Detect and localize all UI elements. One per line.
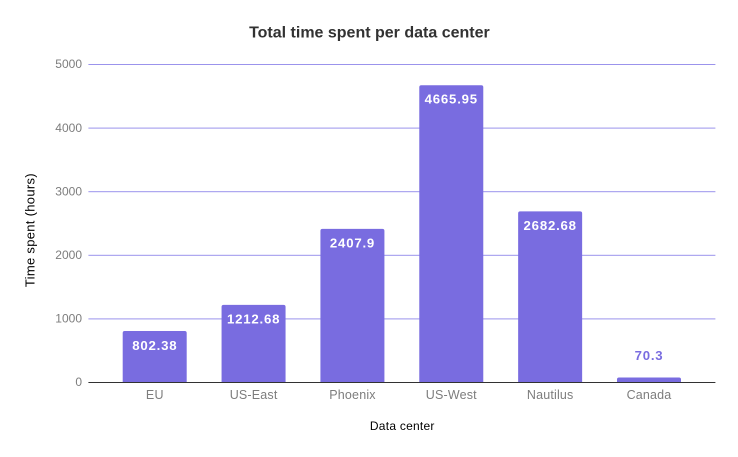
svg-text:1212.68: 1212.68 [227,312,280,327]
svg-text:802.38: 802.38 [132,338,177,353]
svg-text:Total time spent per data cent: Total time spent per data center [249,24,490,41]
svg-text:2407.9: 2407.9 [330,236,375,251]
svg-text:1000: 1000 [55,312,82,326]
svg-text:70.3: 70.3 [635,348,664,363]
svg-text:Canada: Canada [627,388,672,402]
svg-text:2000: 2000 [55,248,82,262]
svg-text:Time spent (hours): Time spent (hours) [23,173,38,287]
svg-text:Phoenix: Phoenix [329,388,376,402]
svg-text:0: 0 [75,375,82,389]
svg-text:4000: 4000 [55,121,82,135]
svg-text:5000: 5000 [55,57,82,71]
svg-text:4665.95: 4665.95 [425,92,478,107]
svg-text:2682.68: 2682.68 [524,218,577,233]
svg-text:Nautilus: Nautilus [527,388,574,402]
svg-text:Data center: Data center [370,419,435,433]
svg-text:US-East: US-East [230,388,278,402]
svg-text:EU: EU [146,388,164,402]
svg-text:3000: 3000 [55,184,82,198]
svg-text:US-West: US-West [426,388,477,402]
